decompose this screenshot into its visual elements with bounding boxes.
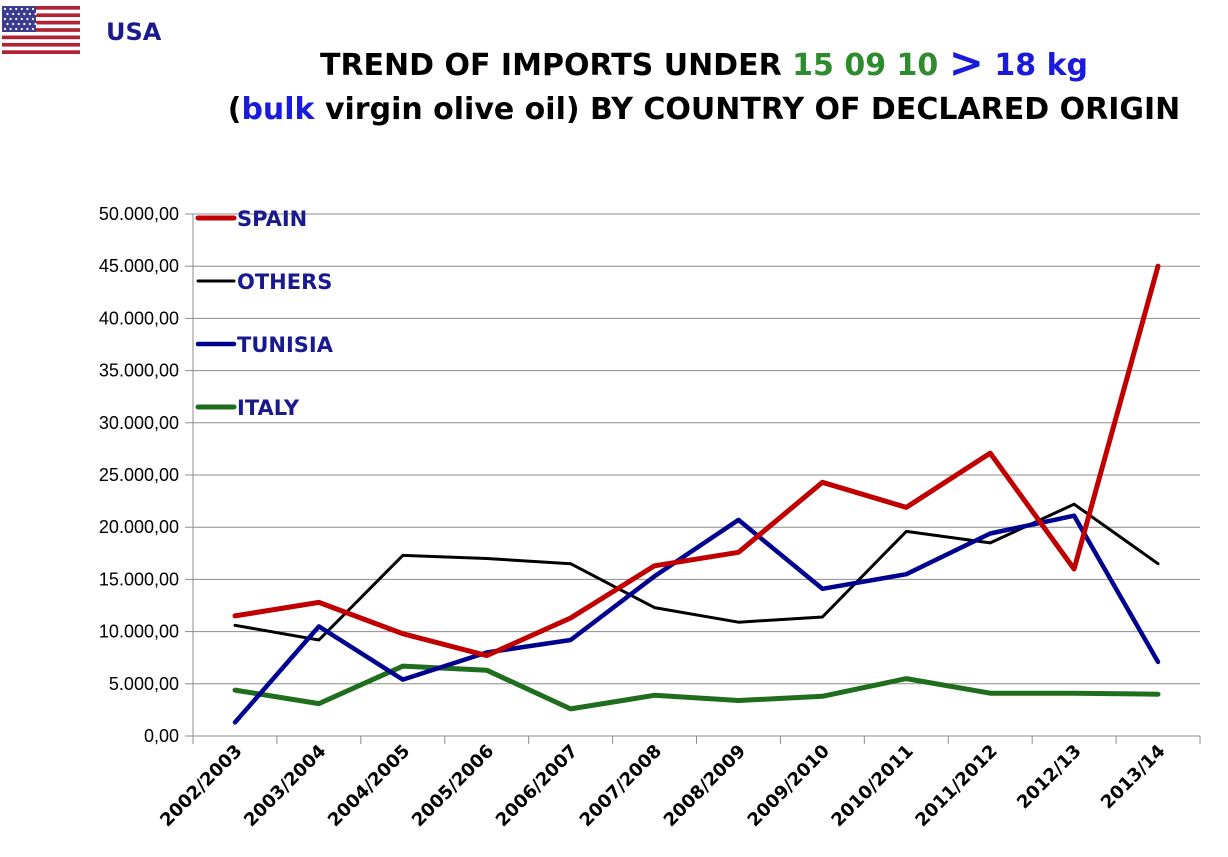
title-rest: virgin olive oil) BY COUNTRY OF DECLARED… — [314, 92, 1181, 127]
title-arrow: > — [948, 38, 984, 87]
legend-label-others: OTHERS — [237, 270, 332, 294]
y-tick-label: 25.000,00 — [99, 465, 179, 485]
y-tick-label: 0,00 — [144, 726, 179, 746]
y-tick-label: 35.000,00 — [99, 361, 179, 381]
y-tick-label: 30.000,00 — [99, 413, 179, 433]
series-line-spain — [232, 263, 1161, 659]
series-line-tunisia — [232, 513, 1161, 725]
country-label: USA — [106, 18, 162, 46]
y-tick-label: 40.000,00 — [99, 308, 179, 328]
title-bulk: bulk — [241, 92, 315, 127]
y-tick-label: 10.000,00 — [99, 622, 179, 642]
title-text: TREND OF IMPORTS UNDER — [319, 48, 793, 83]
legend-label-italy: ITALY — [237, 396, 300, 420]
x-tick-label: 2011/2012 — [911, 741, 1001, 831]
x-tick-label: 2013/14 — [1097, 741, 1170, 814]
chart-title-line1: TREND OF IMPORTS UNDER 15 09 10 > 18 kg — [0, 38, 1228, 87]
usa-flag-icon — [2, 6, 80, 54]
x-tick-label: 2010/2011 — [827, 741, 917, 831]
y-tick-label: 45.000,00 — [99, 256, 179, 276]
x-tick-label: 2009/2010 — [744, 741, 834, 831]
x-tick-label: 2002/2003 — [156, 741, 246, 831]
title-open-paren: ( — [227, 92, 242, 127]
x-tick-label: 2004/2005 — [324, 741, 414, 831]
y-tick-label: 15.000,00 — [99, 569, 179, 589]
y-tick-label: 5.000,00 — [109, 674, 179, 694]
x-tick-label: 2008/2009 — [660, 741, 750, 831]
y-tick-label: 50.000,00 — [99, 204, 179, 224]
legend-label-tunisia: TUNISIA — [237, 333, 334, 357]
title-weight: 18 kg — [994, 48, 1088, 83]
x-tick-label: 2006/2007 — [492, 741, 582, 831]
series-line-italy — [232, 663, 1161, 712]
y-tick-label: 20.000,00 — [99, 517, 179, 537]
chart-title-line2: (bulk virgin olive oil) BY COUNTRY OF DE… — [0, 92, 1228, 127]
x-tick-label: 2003/2004 — [240, 741, 330, 831]
series-line-others — [233, 502, 1160, 642]
x-tick-label: 2007/2008 — [576, 741, 666, 831]
title-code: 15 09 10 — [792, 48, 939, 83]
x-tick-label: 2012/13 — [1013, 741, 1086, 814]
x-tick-label: 2005/2006 — [408, 741, 498, 831]
legend-label-spain: SPAIN — [237, 207, 307, 231]
